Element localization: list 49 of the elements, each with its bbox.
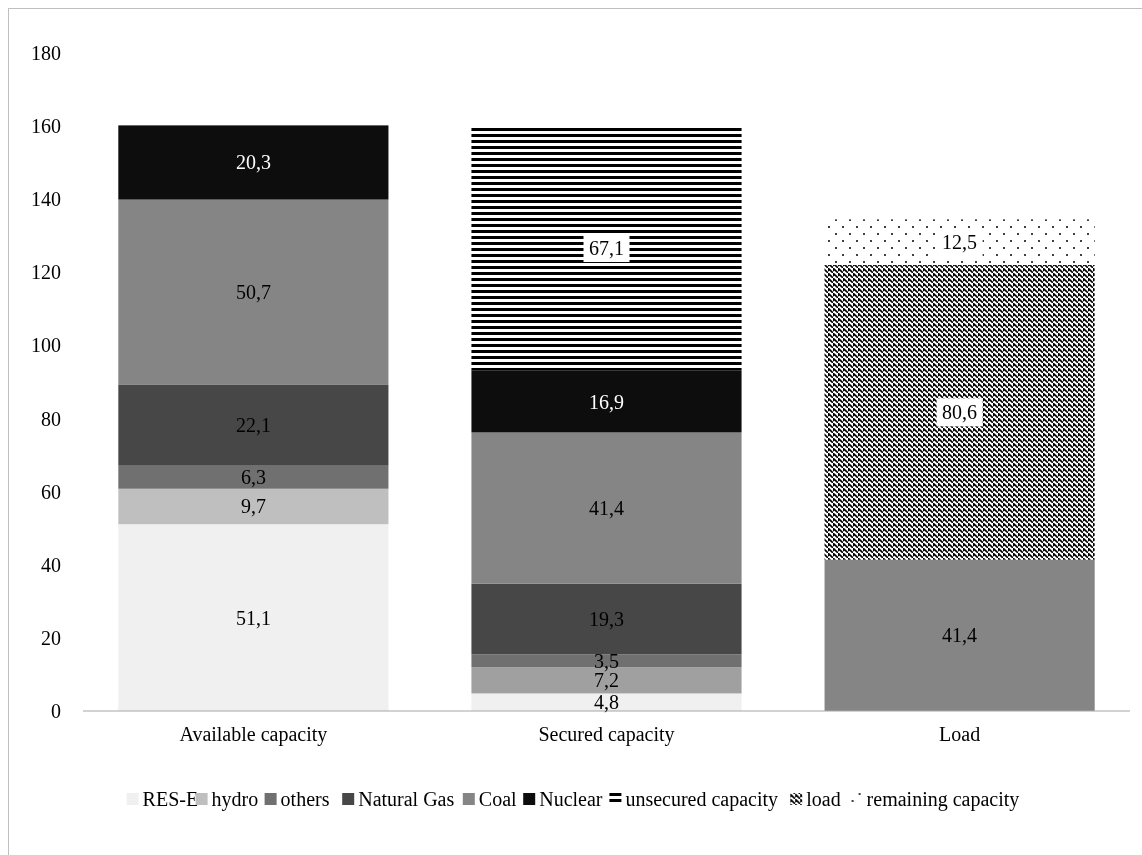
data-label: 20,3 (235, 151, 271, 174)
legend-label: RES-E (142, 788, 199, 810)
data-label: 41,4 (589, 497, 624, 520)
y-tick-label: 140 (31, 188, 61, 211)
y-tick-label: 40 (41, 553, 61, 576)
x-tick-label: Available capacity (179, 723, 328, 746)
legend-label: remaining capacity (866, 788, 1020, 811)
bar (471, 370, 742, 433)
y-tick-label: 20 (41, 626, 61, 649)
legend-label: others (280, 788, 330, 810)
bar (118, 384, 389, 466)
data-label: 3,5 (594, 649, 619, 672)
y-tick-label: 60 (41, 480, 61, 503)
data-label: 6,3 (240, 466, 266, 489)
data-label: 22,1 (235, 414, 271, 437)
legend-label: hydro (211, 788, 259, 811)
y-tick-label: 100 (31, 334, 61, 357)
y-tick-label: 120 (31, 261, 61, 284)
data-label: 51,1 (235, 606, 271, 629)
x-tick-label: Load (939, 723, 981, 745)
data-label: 9,7 (240, 495, 266, 518)
x-tick-label: Secured capacity (538, 723, 675, 746)
data-label: 16,9 (589, 390, 624, 413)
bar (471, 583, 742, 655)
legend-label: unsecured capacity (625, 788, 779, 811)
bar (118, 125, 389, 200)
y-tick-label: 0 (51, 700, 61, 722)
data-label: 67,1 (589, 237, 624, 260)
y-tick-label: 160 (31, 115, 61, 138)
bar (471, 125, 742, 371)
data-label: 12,5 (942, 231, 978, 254)
bar (118, 488, 389, 525)
data-label: 50,7 (235, 281, 271, 304)
data-label: 41,4 (942, 624, 978, 647)
y-tick-label: 80 (41, 407, 61, 430)
legend-label: Nuclear (539, 788, 603, 810)
legend-label: load (806, 788, 841, 810)
bar (471, 693, 742, 711)
bar (824, 559, 1095, 711)
bar (471, 432, 742, 584)
bar (118, 524, 389, 711)
data-label: 80,6 (942, 401, 978, 424)
bar (118, 199, 389, 385)
y-tick-label: 180 (31, 42, 61, 64)
legend-label: Coal (478, 788, 518, 810)
data-label: 19,3 (589, 608, 624, 631)
bar (118, 465, 389, 489)
legend-label: Natural Gas (358, 788, 455, 810)
data-label: 4,8 (594, 691, 619, 714)
